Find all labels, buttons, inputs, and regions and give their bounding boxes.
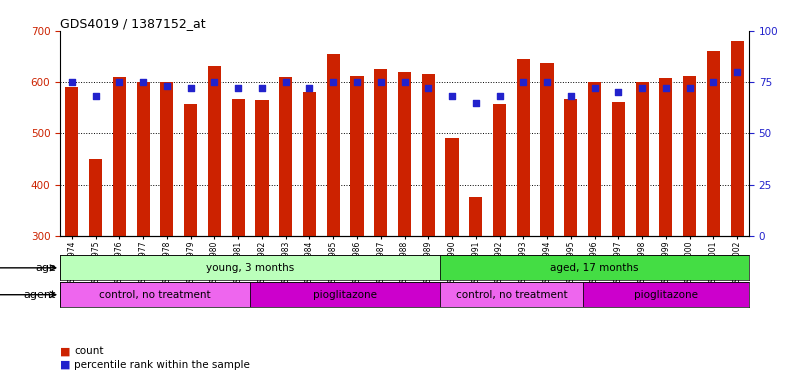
Text: young, 3 months: young, 3 months	[206, 263, 294, 273]
Point	[184, 85, 197, 91]
Bar	[303, 92, 316, 236]
Bar	[113, 77, 126, 236]
Point	[66, 79, 78, 85]
Bar	[250, 282, 440, 307]
Text: agent: agent	[24, 290, 56, 300]
Text: percentile rank within the sample: percentile rank within the sample	[74, 360, 251, 370]
Text: aged, 17 months: aged, 17 months	[550, 263, 638, 273]
Bar	[564, 99, 578, 236]
Point	[351, 79, 364, 85]
Bar	[445, 137, 458, 236]
Bar	[469, 197, 482, 236]
Point	[398, 79, 411, 85]
Text: ■: ■	[60, 360, 70, 370]
Text: control, no treatment: control, no treatment	[99, 290, 211, 300]
Point	[137, 79, 150, 85]
Bar	[440, 255, 749, 280]
Bar	[635, 82, 649, 236]
Point	[445, 93, 458, 99]
Bar	[706, 51, 720, 236]
Bar	[541, 63, 553, 236]
Bar	[208, 66, 221, 236]
Bar	[60, 255, 440, 280]
Bar	[493, 104, 506, 236]
Bar	[398, 72, 411, 236]
Point	[208, 79, 221, 85]
Point	[89, 93, 102, 99]
Point	[113, 79, 126, 85]
Bar	[683, 76, 696, 236]
Point	[374, 79, 387, 85]
Point	[636, 85, 649, 91]
Bar	[89, 159, 103, 236]
Text: ■: ■	[60, 346, 70, 356]
Point	[683, 85, 696, 91]
Point	[327, 79, 340, 85]
Point	[517, 79, 529, 85]
Bar	[351, 76, 364, 236]
Point	[422, 85, 435, 91]
Bar	[137, 82, 150, 236]
Point	[565, 93, 578, 99]
Bar	[160, 82, 174, 236]
Point	[588, 85, 601, 91]
Point	[612, 89, 625, 95]
Bar	[440, 282, 582, 307]
Text: age: age	[35, 263, 56, 273]
Bar	[66, 87, 78, 236]
Bar	[231, 99, 245, 236]
Bar	[184, 104, 197, 236]
Bar	[421, 74, 435, 236]
Text: control, no treatment: control, no treatment	[456, 290, 567, 300]
Bar	[588, 82, 601, 236]
Bar	[517, 59, 529, 236]
Point	[541, 79, 553, 85]
Point	[280, 79, 292, 85]
Bar	[256, 100, 268, 236]
Bar	[374, 69, 387, 236]
Bar	[612, 102, 625, 236]
Point	[469, 99, 482, 106]
Text: pioglitazone: pioglitazone	[313, 290, 377, 300]
Bar	[582, 282, 749, 307]
Point	[231, 85, 244, 91]
Point	[659, 85, 672, 91]
Text: count: count	[74, 346, 104, 356]
Point	[707, 79, 720, 85]
Point	[731, 69, 743, 75]
Bar	[280, 77, 292, 236]
Bar	[731, 41, 743, 236]
Bar	[659, 78, 672, 236]
Bar	[327, 54, 340, 236]
Bar	[60, 282, 250, 307]
Point	[493, 93, 506, 99]
Point	[303, 85, 316, 91]
Text: GDS4019 / 1387152_at: GDS4019 / 1387152_at	[60, 17, 206, 30]
Text: pioglitazone: pioglitazone	[634, 290, 698, 300]
Point	[256, 85, 268, 91]
Point	[160, 83, 173, 89]
